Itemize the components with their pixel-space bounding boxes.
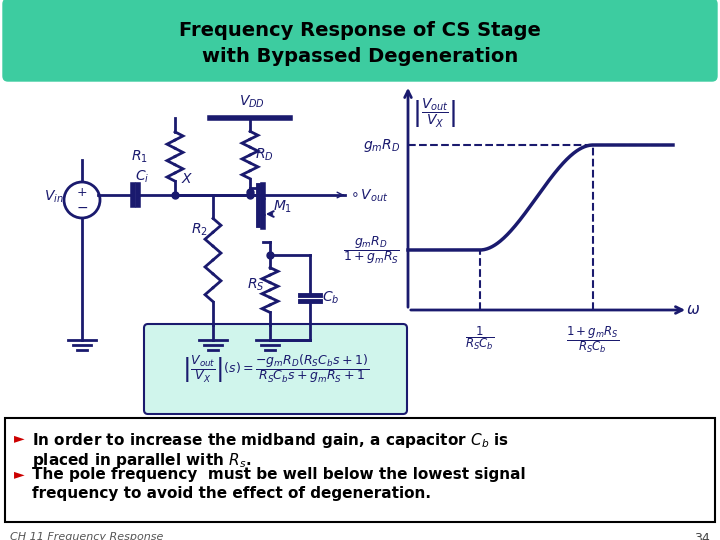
Text: $R_S$: $R_S$ [248,277,265,293]
FancyBboxPatch shape [144,324,407,414]
Text: $X$: $X$ [181,172,194,186]
Text: 34: 34 [694,532,710,540]
Text: placed in parallel with $R_s$.: placed in parallel with $R_s$. [32,451,251,470]
FancyBboxPatch shape [3,0,717,81]
Text: The pole frequency  must be well below the lowest signal: The pole frequency must be well below th… [32,467,526,482]
Text: In order to increase the midband gain, a capacitor $C_b$ is: In order to increase the midband gain, a… [32,431,509,450]
Text: $\dfrac{1+g_m R_S}{R_S C_b}$: $\dfrac{1+g_m R_S}{R_S C_b}$ [566,324,620,355]
Text: $V_{DD}$: $V_{DD}$ [239,93,265,110]
Text: $C_b$: $C_b$ [322,289,339,306]
Text: −: − [76,201,88,215]
Text: $\dfrac{g_m R_D}{1+g_m R_S}$: $\dfrac{g_m R_D}{1+g_m R_S}$ [343,234,400,266]
Text: $g_m R_D$: $g_m R_D$ [363,137,400,153]
Text: $V_{in}$: $V_{in}$ [45,189,64,205]
Text: ►: ► [14,467,24,481]
Text: +: + [77,186,87,199]
Text: $\omega$: $\omega$ [686,302,700,317]
FancyBboxPatch shape [5,418,715,522]
Text: $\circ\,V_{out}$: $\circ\,V_{out}$ [350,188,389,204]
Text: ►: ► [14,431,24,445]
Text: frequency to avoid the effect of degeneration.: frequency to avoid the effect of degener… [32,486,431,501]
Text: $R_1$: $R_1$ [131,148,148,165]
Text: with Bypassed Degeneration: with Bypassed Degeneration [202,46,518,65]
Text: $\left|\dfrac{V_{out}}{V_X}\right|(s)=\dfrac{-g_m R_D\left(R_S C_b s+1\right)}{R: $\left|\dfrac{V_{out}}{V_X}\right|(s)=\d… [182,353,369,386]
Text: $\left|\dfrac{V_{out}}{V_X}\right|$: $\left|\dfrac{V_{out}}{V_X}\right|$ [412,97,456,130]
Text: Frequency Response of CS Stage: Frequency Response of CS Stage [179,21,541,39]
Text: $\dfrac{1}{R_S C_b}$: $\dfrac{1}{R_S C_b}$ [465,324,495,352]
Text: $R_D$: $R_D$ [255,147,274,163]
Text: $C_i$: $C_i$ [135,169,149,185]
Text: CH 11 Frequency Response: CH 11 Frequency Response [10,532,163,540]
Text: $R_2$: $R_2$ [191,222,208,238]
Text: $M_1$: $M_1$ [273,199,292,215]
